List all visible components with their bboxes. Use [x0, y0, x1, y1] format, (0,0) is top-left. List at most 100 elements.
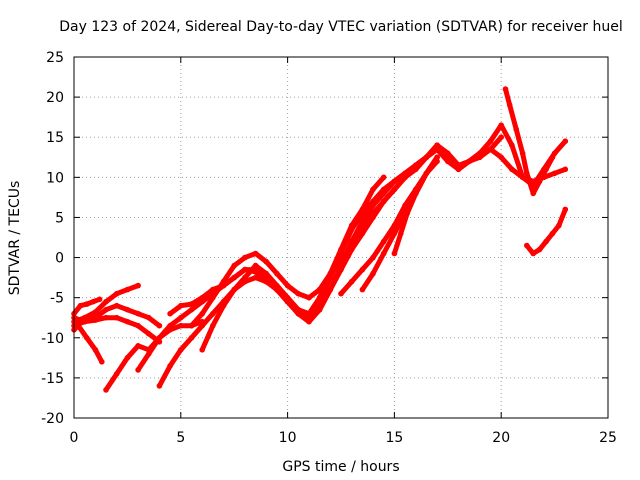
data-point-track-2 [96, 296, 103, 303]
data-point-track-8 [380, 186, 387, 193]
data-point-track-10 [188, 301, 195, 307]
data-point-track-14 [398, 230, 404, 237]
data-point-track-4 [124, 286, 131, 293]
data-point-track-10 [348, 222, 355, 229]
data-point-track-6 [113, 371, 120, 377]
data-point-track-8 [370, 198, 376, 205]
data-point-track-8 [391, 178, 398, 185]
ticks [73, 56, 609, 419]
data-point-track-15 [506, 102, 513, 108]
data-point-track-2 [77, 302, 84, 309]
data-point-track-7 [167, 322, 173, 329]
data-point-track-5 [103, 314, 109, 321]
data-point-track-9 [519, 174, 526, 181]
data-point-track-8 [498, 154, 505, 161]
data-point-track-8 [562, 166, 569, 173]
y-tick-label: -5 [50, 291, 64, 307]
data-point-track-9 [199, 347, 205, 353]
data-point-track-7 [135, 367, 141, 373]
data-point-track-16 [543, 238, 549, 245]
chart-title: Day 123 of 2024, Sidereal Day-to-day VTE… [59, 19, 622, 35]
data-point-track-16 [536, 246, 543, 253]
data-point-track-11 [199, 310, 205, 317]
data-point-track-11 [210, 294, 216, 301]
data-point-track-10 [231, 274, 237, 281]
data-point-track-15 [513, 126, 519, 132]
data-point-track-6 [124, 355, 131, 361]
x-tick-label: 10 [279, 430, 297, 446]
series-layer [71, 86, 569, 393]
data-point-track-1 [103, 306, 109, 313]
data-point-track-8 [210, 310, 216, 317]
data-point-track-12 [348, 278, 355, 285]
y-tick-label: -15 [41, 371, 64, 387]
data-point-track-9 [562, 138, 569, 144]
y-axis-label: SDTVAR / TECUs [7, 181, 23, 296]
data-point-track-11 [423, 154, 430, 161]
data-point-track-8 [156, 383, 163, 389]
data-point-track-8 [252, 262, 259, 269]
data-point-track-10 [242, 266, 248, 273]
data-point-track-11 [252, 250, 259, 257]
data-point-track-9 [338, 266, 344, 273]
data-point-track-13 [380, 250, 387, 257]
data-point-track-16 [549, 230, 556, 237]
y-tick-label: -20 [41, 411, 64, 427]
data-point-track-11 [370, 210, 376, 217]
data-point-track-11 [413, 162, 419, 169]
data-point-track-11 [274, 270, 280, 277]
data-point-track-8 [434, 142, 440, 148]
data-point-track-4 [92, 309, 99, 315]
data-point-track-13 [434, 154, 440, 161]
data-point-track-3 [99, 359, 105, 365]
data-point-track-11 [306, 294, 312, 301]
data-point-track-10 [316, 294, 323, 301]
data-point-track-15 [524, 170, 530, 177]
data-point-track-15 [519, 150, 526, 157]
data-point-track-5 [135, 322, 141, 329]
data-point-track-16 [524, 242, 530, 249]
data-point-track-12 [380, 238, 387, 245]
data-point-track-10 [295, 306, 302, 313]
data-point-track-4 [135, 282, 141, 289]
data-point-track-6 [103, 387, 109, 393]
tick-labels: 0 5 10 15 20 25 -20 -15 -10 -5 0 5 10 15 20 25 [41, 50, 617, 446]
y-tick-label: 0 [55, 251, 64, 267]
data-point-track-11 [284, 282, 291, 289]
data-point-track-3 [92, 347, 99, 353]
data-point-track-15 [530, 190, 536, 197]
data-point-track-8 [167, 363, 173, 369]
data-point-track-8 [199, 322, 205, 329]
data-point-track-10 [167, 310, 173, 317]
data-point-track-8 [178, 347, 184, 353]
data-point-track-8 [509, 166, 515, 173]
y-tick-label: 25 [46, 50, 64, 66]
data-point-track-10 [274, 286, 280, 293]
data-point-track-15 [543, 166, 549, 173]
x-tick-label: 15 [385, 430, 403, 446]
y-tick-label: 10 [46, 170, 64, 186]
data-point-track-16 [556, 222, 562, 229]
data-point-track-11 [188, 322, 195, 329]
data-point-track-9 [210, 322, 216, 329]
data-point-track-6 [135, 343, 141, 349]
data-point-track-10 [370, 186, 376, 193]
data-point-track-7 [178, 314, 184, 321]
y-tick-label: 15 [46, 130, 64, 146]
data-point-track-4 [113, 290, 120, 297]
data-point-track-12 [359, 266, 366, 273]
data-point-track-5 [146, 331, 152, 337]
data-point-track-11 [242, 254, 248, 261]
data-point-track-15 [549, 154, 556, 161]
data-point-track-7 [498, 134, 505, 140]
data-point-track-14 [413, 190, 419, 197]
data-point-track-9 [445, 158, 451, 165]
data-point-track-10 [380, 174, 387, 181]
data-point-track-9 [509, 142, 515, 148]
data-point-track-13 [391, 230, 398, 237]
data-point-track-14 [423, 170, 430, 177]
data-point-track-11 [402, 174, 408, 181]
data-point-track-1 [146, 314, 152, 321]
data-point-track-11 [338, 258, 344, 265]
